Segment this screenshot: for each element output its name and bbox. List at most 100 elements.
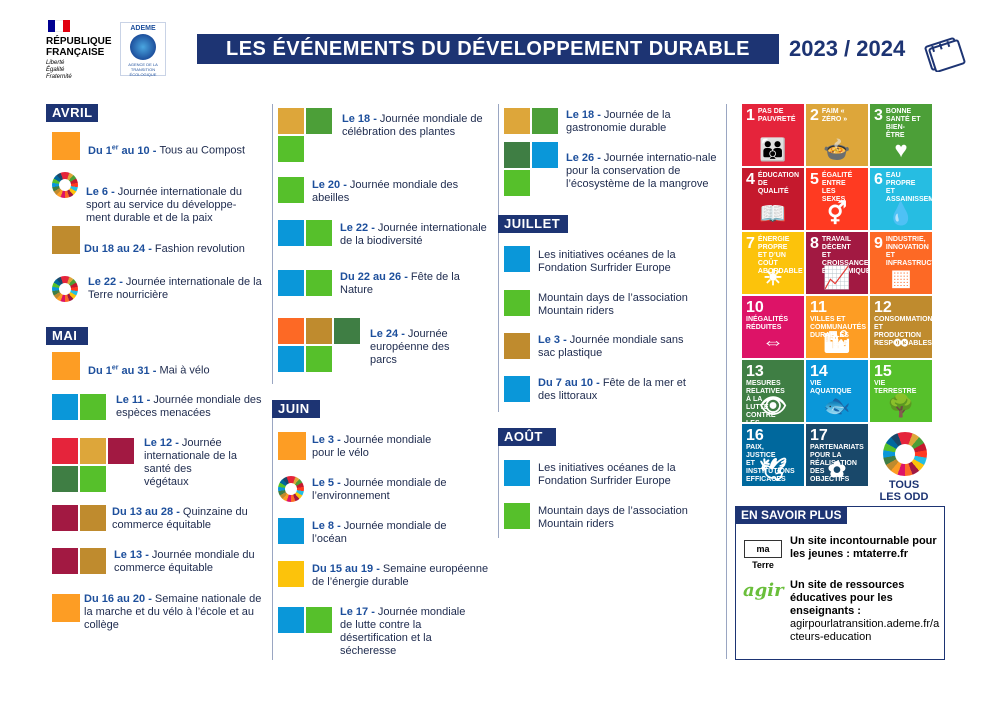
mtaterre-description: Un site incontournable pour les jeunes :… [790,535,937,560]
sdg11-icon [52,594,80,622]
sdg-number: 6 [874,171,883,188]
sdg12-icon [504,333,530,359]
column-divider [272,400,273,660]
sdg-number: 4 [746,171,755,188]
sdg-label: BONNE SANTÉ ET BIEN-ÊTRE [885,108,921,139]
month-avril: AVRIL [46,104,98,122]
all-sdgs-wheel-icon [883,432,927,476]
event-juin-2: Le 5 - Journée mondiale de l’environneme… [312,477,447,502]
sdg-tile-3: 3 BONNE SANTÉ ET BIEN-ÊTRE ♥ [870,104,932,166]
event-mai-8: Le 20 - Journée mondiale des abeilles [312,179,459,204]
event-juillet-3: Le 3 - Journée mondiale sans sac plastiq… [538,334,684,359]
ademe-emblem-icon [130,34,156,60]
sdg-tile-7: 7 ÉNERGIE PROPRE ET D’UN COÛT ABORDABLE ☀ [742,232,804,294]
sdg-tile-12: 12CONSOMMATION ET PRODUCTION RESPONSABLE… [870,296,932,358]
event-avril-3: Du 18 au 24 - Fashion revolution [84,243,245,255]
sdg-number: 3 [874,107,883,124]
sdg-pictogram-icon: 🏙 [823,329,851,354]
en-savoir-plus-heading: EN SAVOIR PLUS [735,506,848,524]
sdg-number: 7 [746,235,755,252]
sdg14-icon [278,518,304,544]
event-mai-4: Du 13 au 28 - Quinzaine du commerce équi… [112,506,248,531]
sdg15-icon [306,270,332,296]
sdg-number: 12 [874,299,892,316]
sdg14-icon [504,246,530,272]
year-label: 2023 / 2024 [789,36,906,61]
sdg-number: 15 [874,363,892,380]
sdg15-icon [278,136,304,162]
sdg-number: 5 [810,171,819,188]
republique-francaise-logo: RÉPUBLIQUE FRANÇAISE Liberté Égalité Fra… [46,36,112,80]
event-juin-1: Le 3 - Journée mondiale pour le vélo [312,434,432,459]
sdg-pictogram-icon: ✿ [827,457,847,482]
sdg-tile-2: 2 FAIM « ZÉRO » 🍲 [806,104,868,166]
tous-les-odd-label: TOUS LES ODD [879,479,929,503]
sdg-pictogram-icon: ▦ [890,265,912,290]
event-mai-10: Du 22 au 26 - Fête de la Nature [340,271,460,296]
sdg2-icon [504,108,530,134]
calendar-icon [924,37,966,72]
sdg8-icon [52,548,78,574]
sdg-label: PAIX, JUSTICE ET INSTITUTIONS EFFICACES [746,444,795,483]
sdg-label: VIE AQUATIQUE [810,380,852,395]
sdg-label: ÉDUCATION DE QUALITÉ [757,172,799,195]
sdg11-icon [52,132,80,160]
sdg-label: ÉNERGIE PROPRE ET D’UN COÛT ABORDABLE [757,236,803,275]
sdg-label: TRAVAIL DÉCENT ET CROISSANCE ÉCONOMIQUE [821,236,868,275]
sdg-number: 9 [874,235,883,252]
sdg14-icon [532,142,558,168]
sdg15-icon [306,220,332,246]
sdg-label: FAIM « ZÉRO » [821,108,848,123]
page-title: LES ÉVÉNEMENTS DU DÉVELOPPEMENT DURABLE [197,34,779,64]
sdg-label: ÉGALITÉ ENTRE LES SEXES [821,172,853,203]
sdg-tile-4: 4 ÉDUCATION DE QUALITÉ 📖 [742,168,804,230]
sdg12-icon [80,505,106,531]
event-juillet-2: Mountain days de l’association Mountain … [538,292,688,317]
sdg-pictogram-icon: 👪 [759,137,787,162]
event-mai-5: Le 13 - Journée mondiale du commerce équ… [114,549,255,574]
sdg-number: 8 [810,235,819,252]
event-juin-4: Du 15 au 19 - Semaine européenne de l’én… [312,563,489,588]
sdg15-icon [306,607,332,633]
agir-logo: agir [743,580,784,601]
event-mai-2: Le 11 - Journée mondiale des espèces men… [116,394,262,419]
sdg-wheel-icon [52,172,78,198]
sdg-label: INDUSTRIE, INNOVATION ET INFRASTRUCTURE [885,236,932,267]
sdg-tile-14: 14VIE AQUATIQUE 🐟 [806,360,868,422]
event-mai-7: Le 18 - Journée mondiale de célébration … [342,113,483,138]
sdg-pictogram-icon: ☀ [763,265,783,290]
sdg14-icon [504,460,530,486]
sdg-number: 13 [746,363,764,380]
sdg-number: 1 [746,107,755,124]
event-avril-2: Le 6 - Journée internationale du sport a… [86,186,242,224]
sdg-tile-11: 11VILLES ET COMMUNAUTÉS DURABLES 🏙 [806,296,868,358]
sdg13-icon [334,318,360,344]
agir-link[interactable]: agirpourlatransition.ademe.fr/acteurs-ed… [790,618,940,643]
event-avril-1: Du 1er au 10 - Tous au Compost [88,144,246,157]
sdg-label: VIE TERRESTRE [874,380,917,395]
month-juillet: JUILLET [498,215,568,233]
sdg-number: 14 [810,363,828,380]
sdg2-icon [80,438,106,464]
sdg-number: 2 [810,107,819,124]
sdg15-icon [504,503,530,529]
sdg-pictogram-icon: 👁 [759,393,787,418]
mtaterre-link[interactable]: mtaterre.fr [849,548,908,560]
sdg12-icon [52,226,80,254]
mtaterre-logo: ma Terre [744,540,782,570]
ademe-logo: ADEME AGENCE DE LA TRANSITION ÉCOLOGIQUE [120,22,166,77]
sdg11-icon [52,352,80,380]
sdg11-icon [278,432,306,460]
event-aout-1: Les initiatives océanes de la Fondation … [538,462,676,487]
sdg-number: 11 [810,299,827,316]
event-aout-2: Mountain days de l’association Mountain … [538,505,688,530]
french-flag-icon [48,20,70,32]
column-divider [498,104,499,412]
event-juin-5: Le 17 - Journée mondiale de lutte contre… [340,606,466,657]
month-juin: JUIN [272,400,320,418]
event-juin-6: Le 18 - Journée de la gastronomie durabl… [566,109,671,134]
sdg12-icon [306,318,332,344]
sdg-label: VILLES ET COMMUNAUTÉS DURABLES [810,316,866,339]
